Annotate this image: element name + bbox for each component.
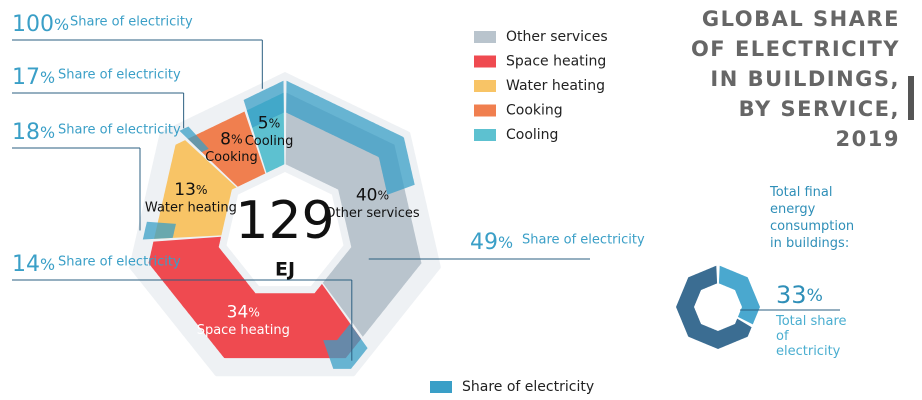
segment-label: Water heating xyxy=(145,201,237,216)
legend-swatch xyxy=(474,80,496,92)
value: 8 xyxy=(220,130,231,150)
unit: % xyxy=(40,123,55,142)
segment-label: Cooling xyxy=(245,134,294,149)
unit: % xyxy=(248,305,260,319)
electricity-value: 17% xyxy=(12,65,55,90)
legend-label: Cooking xyxy=(506,103,563,119)
electricity-value: 14% xyxy=(12,252,55,277)
legend-swatch xyxy=(474,31,496,43)
summary-segment xyxy=(718,265,760,325)
summary-sublabel: Total share of electricity xyxy=(776,314,847,359)
electricity-value: 100% xyxy=(12,12,69,37)
electricity-label: Share of electricity xyxy=(58,68,181,83)
electricity-band xyxy=(323,323,368,369)
legend-label: Cooling xyxy=(506,127,558,143)
segment-label: Cooking xyxy=(205,150,258,165)
electricity-label: Share of electricity xyxy=(70,15,193,30)
value: 49 xyxy=(470,230,498,255)
electricity-band xyxy=(179,126,209,153)
electricity-label: Share of electricity xyxy=(58,255,181,270)
unit: % xyxy=(807,286,823,306)
unit: % xyxy=(40,68,55,87)
electricity-band xyxy=(243,80,284,128)
value: 13 xyxy=(174,180,196,200)
value: 18 xyxy=(12,120,40,145)
center-value: 129 xyxy=(235,191,334,251)
legend-swatch xyxy=(474,55,496,68)
segment-value: 13% xyxy=(174,180,207,200)
summary-value: 33% xyxy=(776,281,823,309)
unit: % xyxy=(231,132,243,146)
legend-label: Space heating xyxy=(506,54,606,70)
unit: % xyxy=(269,116,281,130)
donut-segment xyxy=(154,140,237,239)
segment-value: 5% xyxy=(258,113,280,133)
unit: % xyxy=(196,183,208,197)
segment-value: 40% xyxy=(356,186,389,206)
donut-segment xyxy=(148,236,362,359)
legend-swatch xyxy=(430,381,452,393)
segment-label: Space heating xyxy=(197,323,290,338)
legend-label: Share of electricity xyxy=(462,379,594,395)
legend-label: Other services xyxy=(506,29,608,45)
electricity-label: Share of electricity xyxy=(58,123,181,138)
value: 5 xyxy=(258,113,269,133)
electricity-value: 49% xyxy=(470,230,513,255)
electricity-label: Share of electricity xyxy=(522,233,645,248)
value: 14 xyxy=(12,252,40,277)
value: 34 xyxy=(227,303,249,323)
value: 40 xyxy=(356,186,378,206)
legend-swatch xyxy=(474,129,496,141)
segment-value: 34% xyxy=(227,303,260,323)
edge-bar xyxy=(908,76,914,120)
legend-swatch xyxy=(474,104,496,117)
electricity-band xyxy=(286,80,415,195)
unit: % xyxy=(40,255,55,274)
value: 100 xyxy=(12,12,54,37)
value: 17 xyxy=(12,65,40,90)
summary-rest xyxy=(676,265,752,349)
unit: % xyxy=(377,188,389,202)
electricity-value: 18% xyxy=(12,120,55,145)
electricity-band xyxy=(142,221,176,240)
center-unit: EJ xyxy=(275,259,295,281)
segment-label: Other services xyxy=(325,206,420,221)
donut-segment xyxy=(187,111,266,187)
chart-title: GLOBAL SHARE OF ELECTRICITY IN BUILDINGS… xyxy=(690,7,900,151)
value: 33 xyxy=(776,281,807,309)
unit: % xyxy=(498,233,513,252)
unit: % xyxy=(54,15,69,34)
legend-label: Water heating xyxy=(506,78,605,94)
segment-value: 8% xyxy=(220,130,242,150)
summary-label: Total final energy consumption in buildi… xyxy=(770,185,855,251)
